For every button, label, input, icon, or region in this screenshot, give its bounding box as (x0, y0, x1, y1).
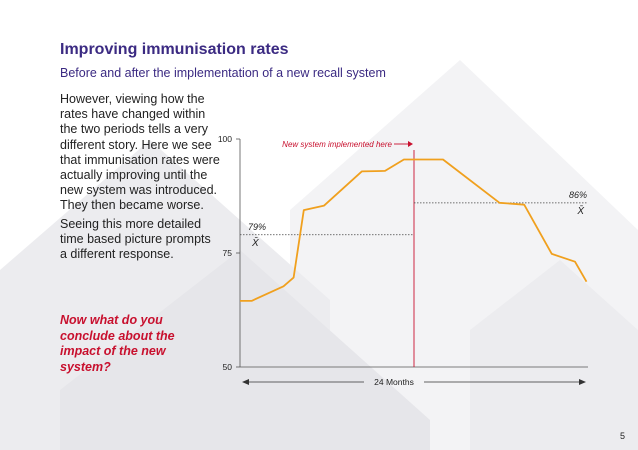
page-subtitle: Before and after the implementation of a… (60, 66, 386, 80)
mean-symbol: X̄ (576, 204, 584, 217)
question-text: Now what do you conclude about the impac… (60, 313, 175, 374)
y-tick-label: 50 (223, 362, 233, 372)
y-tick-label: 75 (223, 248, 233, 258)
x-axis-label: 24 Months (374, 377, 414, 387)
body-paragraph-1: However, viewing how the rates have chan… (60, 92, 220, 213)
page-number: 5 (620, 431, 626, 441)
page-title: Improving immunisation rates (60, 41, 289, 58)
mean-label: 86% (569, 190, 587, 200)
x-span-arrowhead-right (579, 379, 586, 385)
body-text: However, viewing how the rates have chan… (60, 92, 220, 265)
intervention-arrowhead (408, 141, 413, 147)
body-paragraph-2: Seeing this more detailed time based pic… (60, 216, 211, 262)
x-span-arrowhead-left (242, 379, 249, 385)
y-tick-label: 100 (218, 134, 232, 144)
mean-symbol: X̄ (251, 236, 259, 249)
intervention-label: New system implemented here (282, 140, 392, 149)
data-series-line (240, 158, 588, 302)
mean-label: 79% (248, 222, 266, 232)
